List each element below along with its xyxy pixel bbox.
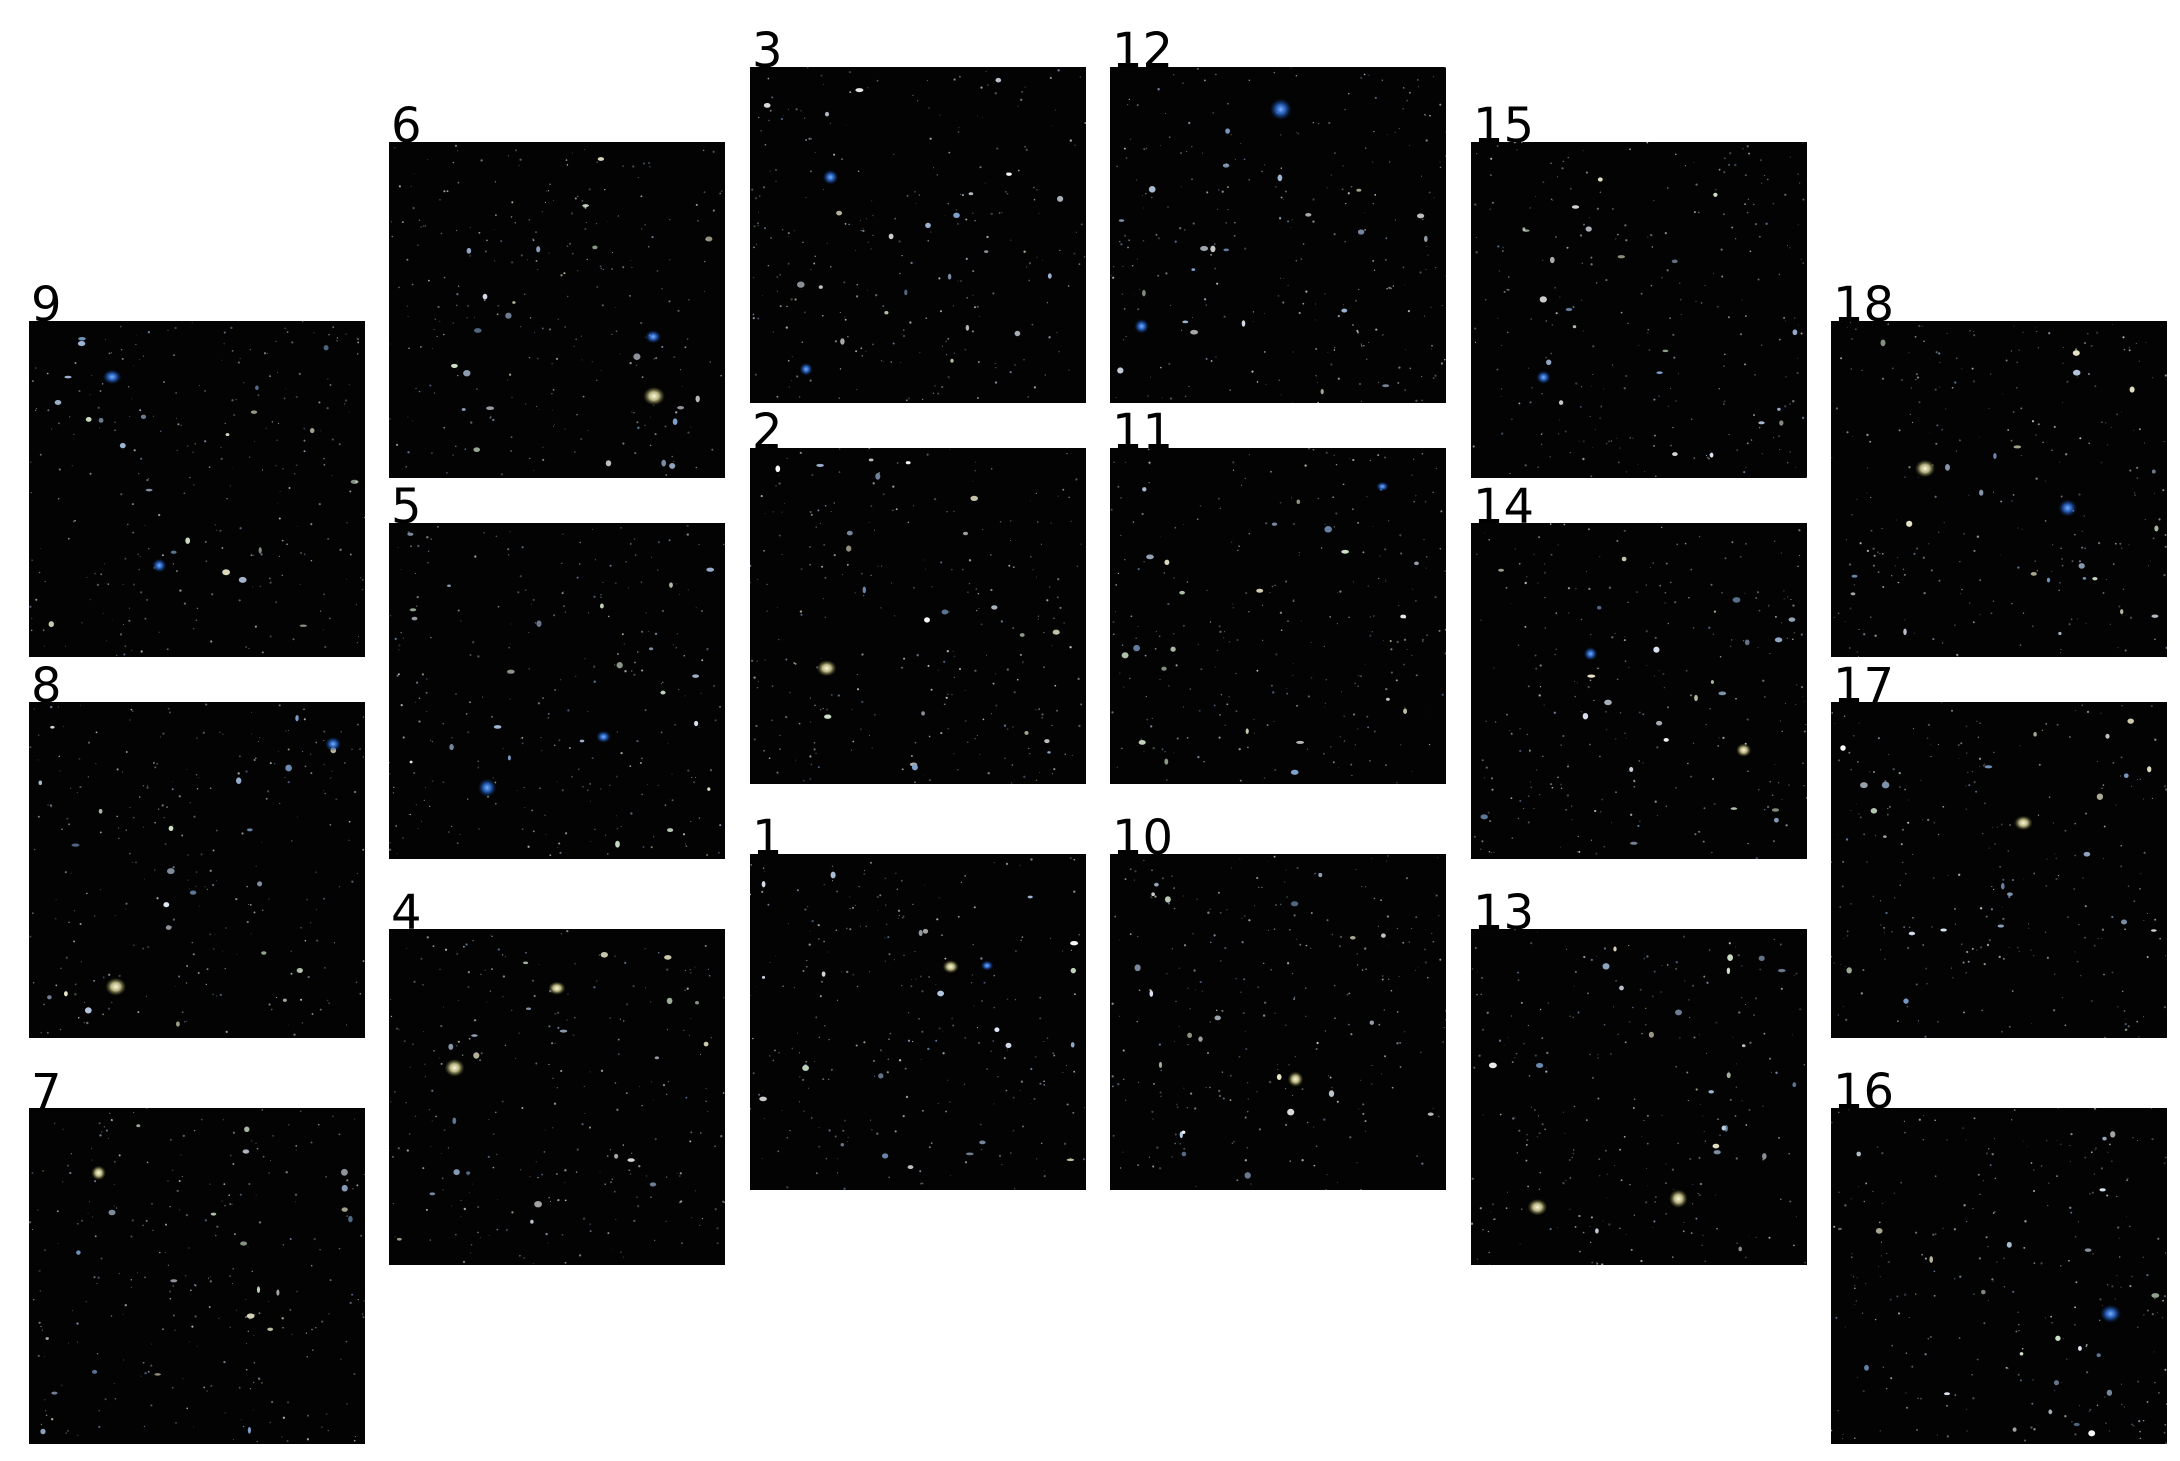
sky-image bbox=[29, 702, 365, 1038]
sky-tile-6: 6 bbox=[389, 102, 725, 478]
sky-tile-17: 17 bbox=[1831, 662, 2167, 1038]
sky-image bbox=[750, 67, 1086, 403]
sky-image bbox=[1110, 854, 1446, 1190]
sky-image bbox=[750, 854, 1086, 1190]
sky-tile-11: 11 bbox=[1110, 408, 1446, 784]
sky-tile-8: 8 bbox=[29, 662, 365, 1038]
sky-image bbox=[389, 929, 725, 1265]
sky-image bbox=[750, 448, 1086, 784]
sky-image bbox=[1831, 1108, 2167, 1444]
sky-tile-12: 12 bbox=[1110, 27, 1446, 403]
sky-image bbox=[389, 142, 725, 478]
sky-tile-16: 16 bbox=[1831, 1068, 2167, 1444]
sky-tile-10: 10 bbox=[1110, 814, 1446, 1190]
sky-tile-3: 3 bbox=[750, 27, 1086, 403]
sky-image bbox=[389, 523, 725, 859]
sky-image bbox=[1471, 929, 1807, 1265]
sky-tile-15: 15 bbox=[1471, 102, 1807, 478]
sky-image bbox=[1831, 321, 2167, 657]
sky-image bbox=[1471, 142, 1807, 478]
sky-image bbox=[1110, 67, 1446, 403]
sky-tile-1: 1 bbox=[750, 814, 1086, 1190]
sky-tile-18: 18 bbox=[1831, 281, 2167, 657]
sky-tile-2: 2 bbox=[750, 408, 1086, 784]
sky-tile-4: 4 bbox=[389, 889, 725, 1265]
sky-image bbox=[29, 321, 365, 657]
sky-tile-14: 14 bbox=[1471, 483, 1807, 859]
sky-tile-7: 7 bbox=[29, 1068, 365, 1444]
sky-image bbox=[1831, 702, 2167, 1038]
sky-tile-9: 9 bbox=[29, 281, 365, 657]
sky-tile-13: 13 bbox=[1471, 889, 1807, 1265]
sky-tile-5: 5 bbox=[389, 483, 725, 859]
sky-image bbox=[1471, 523, 1807, 859]
sky-image bbox=[1110, 448, 1446, 784]
sky-image bbox=[29, 1108, 365, 1444]
